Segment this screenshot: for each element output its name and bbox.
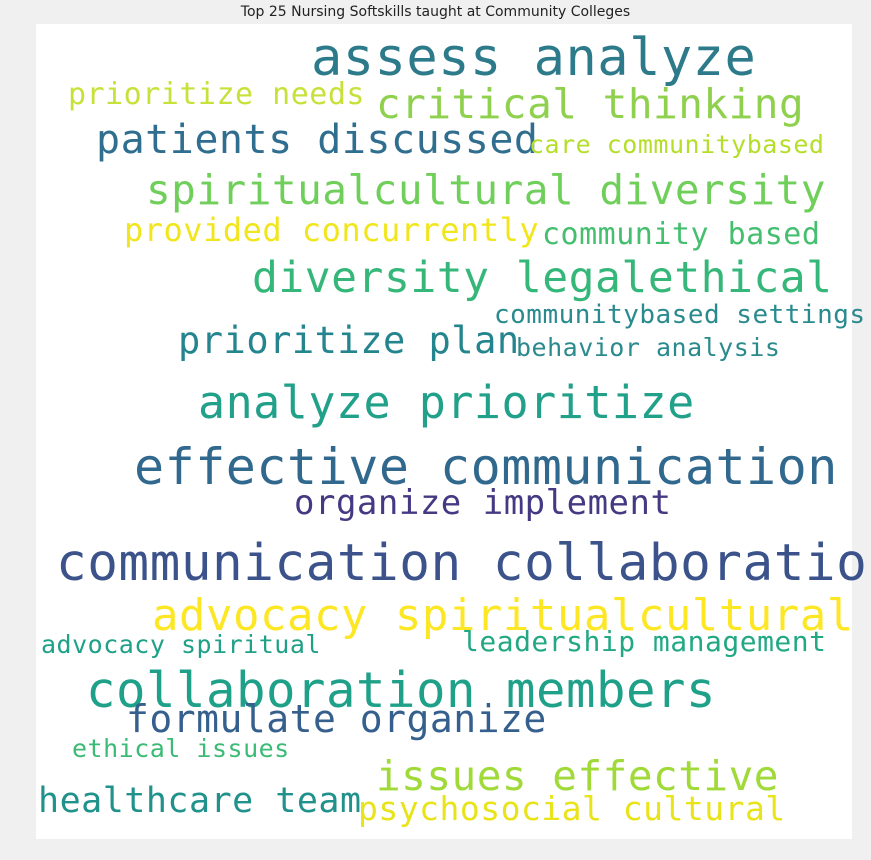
word-critical-thinking: critical thinking: [376, 80, 805, 128]
word-patients-discussed: patients discussed: [96, 117, 539, 163]
word-leadership-management: leadership management: [462, 625, 827, 658]
word-provided-concurrently: provided concurrently: [124, 211, 540, 249]
word-analyze-prioritize: analyze prioritize: [198, 376, 695, 429]
word-effective-communication: effective communication: [134, 438, 838, 496]
word-issues-effective: issues effective: [376, 752, 779, 800]
word-organize-implement: organize implement: [294, 483, 672, 523]
word-assess-analyze: assess analyze: [311, 28, 757, 88]
word-prioritize-needs: prioritize needs: [68, 77, 365, 112]
word-behavior-analysis: behavior analysis: [516, 333, 781, 362]
word-advocacy-spiritual: advocacy spiritual: [41, 630, 321, 659]
word-communication-collaboration: communication collaboration: [56, 534, 871, 593]
word-cloud: assess analyze critical thinking priorit…: [36, 24, 871, 839]
word-care-communitybased: care communitybased: [529, 130, 825, 159]
word-community-based: community based: [542, 217, 821, 252]
word-spiritualcultural-diversity: spiritualcultural diversity: [146, 166, 826, 214]
word-ethical-issues: ethical issues: [72, 734, 290, 763]
chart-title: Top 25 Nursing Softskills taught at Comm…: [240, 4, 631, 20]
word-communitybased-settings: communitybased settings: [494, 300, 866, 330]
word-diversity-legalethical: diversity legalethical: [252, 253, 833, 303]
word-healthcare-team: healthcare team: [38, 781, 362, 821]
word-collaboration-members: collaboration members: [86, 662, 717, 719]
word-prioritize-plan: prioritize plan: [178, 319, 520, 362]
word-advocacy-spiritualcultural: advocacy spiritualcultural: [152, 590, 854, 641]
word-formulate-organize: formulate organize: [126, 697, 547, 741]
word-psychosocial-cultural: psychosocial cultural: [358, 789, 786, 828]
